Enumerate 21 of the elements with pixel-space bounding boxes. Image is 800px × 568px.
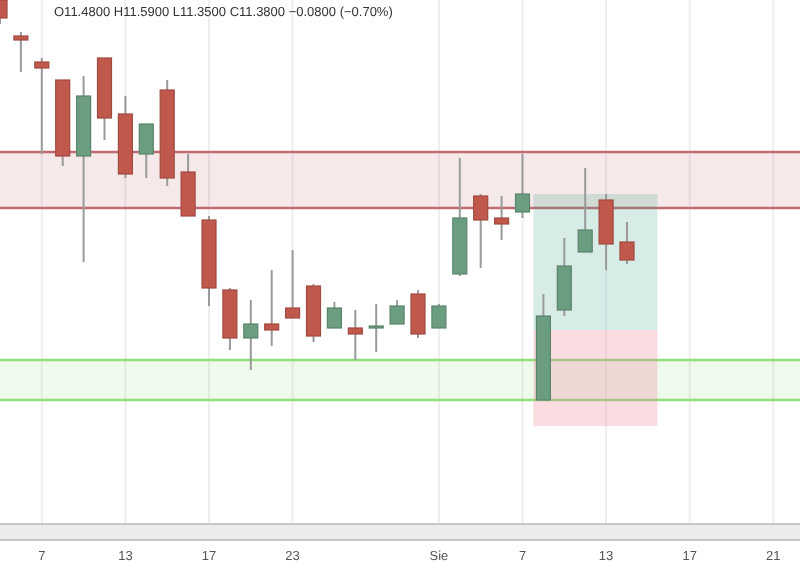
candlestick — [326, 301, 342, 329]
candlestick — [285, 249, 301, 319]
candlestick — [431, 303, 447, 329]
candlestick — [619, 221, 635, 265]
candlestick — [473, 193, 489, 269]
candlestick — [34, 57, 50, 155]
candlestick — [243, 299, 259, 371]
candlestick — [410, 289, 426, 339]
candlestick — [13, 31, 29, 73]
candlestick — [389, 299, 405, 325]
candlestick — [514, 153, 531, 219]
candlestick — [138, 123, 154, 179]
candlestick — [264, 269, 280, 347]
candlestick — [180, 153, 196, 217]
candlestick — [347, 309, 363, 361]
candlestick — [577, 167, 593, 253]
candlestick — [556, 237, 572, 317]
candlestick — [494, 195, 510, 241]
candlestick — [222, 287, 238, 351]
candlestick — [598, 193, 614, 271]
candlestick — [368, 303, 384, 353]
